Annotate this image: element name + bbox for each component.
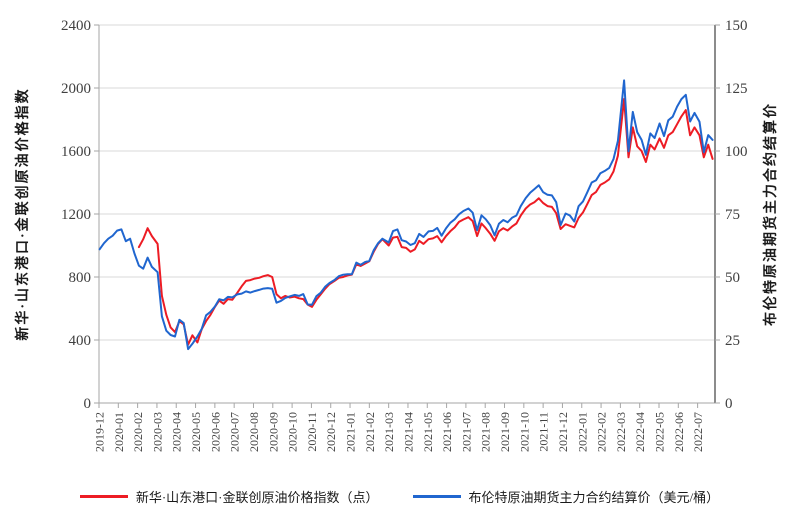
y-axis-label-right: 100	[725, 144, 748, 160]
x-axis-label: 2020-06	[208, 412, 222, 452]
x-axis-label: 2021-05	[421, 412, 435, 452]
y-axis-label-left: 0	[84, 396, 92, 412]
legend-item-index: 新华·山东港口·金联创原油价格指数（点）	[79, 487, 379, 506]
x-axis-label: 2021-01	[344, 412, 358, 452]
x-axis-label: 2021-11	[537, 412, 551, 452]
y-axis-label-right: 0	[725, 396, 733, 412]
legend: 新华·山东港口·金联创原油价格指数（点） 布伦特原油期货主力合约结算价（美元/桶…	[0, 487, 799, 506]
gridlines	[99, 24, 715, 341]
y-axis-label-left: 2000	[61, 81, 91, 97]
x-axis-label: 2020-10	[286, 412, 300, 452]
series-line-brent	[98, 79, 714, 351]
x-axis-label: 2020-02	[131, 412, 145, 452]
x-axis-label: 2019-12	[93, 412, 107, 452]
x-axis: 2019-12 2020-01 2020-02 2020-03 2020-04 2020-…	[93, 403, 705, 452]
y-axis-label-left: 800	[69, 270, 92, 286]
x-axis-label: 2020-03	[150, 412, 164, 452]
legend-item-brent: 布伦特原油期货主力合约结算价（美元/桶）	[412, 487, 720, 506]
x-axis-label: 2021-04	[401, 412, 415, 452]
x-axis-label: 2022-07	[691, 412, 705, 452]
x-axis-label: 2020-01	[112, 412, 126, 452]
x-axis-label: 2020-09	[266, 412, 280, 452]
x-axis-label: 2020-04	[170, 412, 184, 452]
x-axis-label: 2021-12	[556, 412, 570, 452]
plot-area: 0 400 800 1200 1600 2000 2400 0 25 50 75 100 125 150 2…	[61, 18, 748, 452]
y-axis-left: 0 400 800 1200 1600 2000 2400	[61, 18, 99, 412]
x-axis-label: 2022-05	[653, 412, 667, 452]
y-axis-label-right: 50	[725, 270, 740, 286]
y-axis-right: 0 25 50 75 100 125 150	[715, 18, 748, 412]
y-axis-label-left: 2400	[61, 18, 91, 34]
x-axis-label: 2022-06	[672, 412, 686, 452]
x-axis-label: 2021-09	[498, 412, 512, 452]
x-axis-label: 2020-08	[247, 412, 261, 452]
x-axis-label: 2021-02	[363, 412, 377, 452]
y-axis-label-right: 150	[725, 18, 748, 34]
legend-line-red-icon	[79, 495, 128, 498]
x-axis-label: 2022-01	[575, 412, 589, 452]
y-axis-label-left: 1600	[61, 144, 91, 160]
x-axis-label: 2022-04	[633, 412, 647, 452]
x-axis-label: 2022-02	[595, 412, 609, 452]
x-axis-label: 2020-07	[228, 412, 242, 452]
x-axis-label: 2021-08	[479, 412, 493, 452]
y-axis-label-right: 125	[725, 81, 748, 97]
legend-line-blue-icon	[412, 495, 461, 498]
legend-label-brent: 布伦特原油期货主力合约结算价（美元/桶）	[468, 490, 720, 505]
y-axis-label-left: 400	[69, 333, 92, 349]
x-axis-label: 2021-10	[517, 412, 531, 452]
x-axis-label: 2020-12	[324, 412, 338, 452]
y-axis-label-right: 25	[725, 333, 740, 349]
x-axis-label: 2020-05	[189, 412, 203, 452]
x-axis-label: 2021-06	[440, 412, 454, 452]
y-axis-label-right: 75	[725, 207, 740, 223]
x-axis-label: 2020-11	[305, 412, 319, 452]
x-axis-label: 2022-03	[614, 412, 628, 452]
x-axis-label: 2021-07	[459, 412, 473, 452]
legend-label-index: 新华·山东港口·金联创原油价格指数（点）	[135, 490, 379, 505]
y-axis-label-left: 1200	[61, 207, 91, 223]
x-axis-label: 2021-03	[382, 412, 396, 452]
